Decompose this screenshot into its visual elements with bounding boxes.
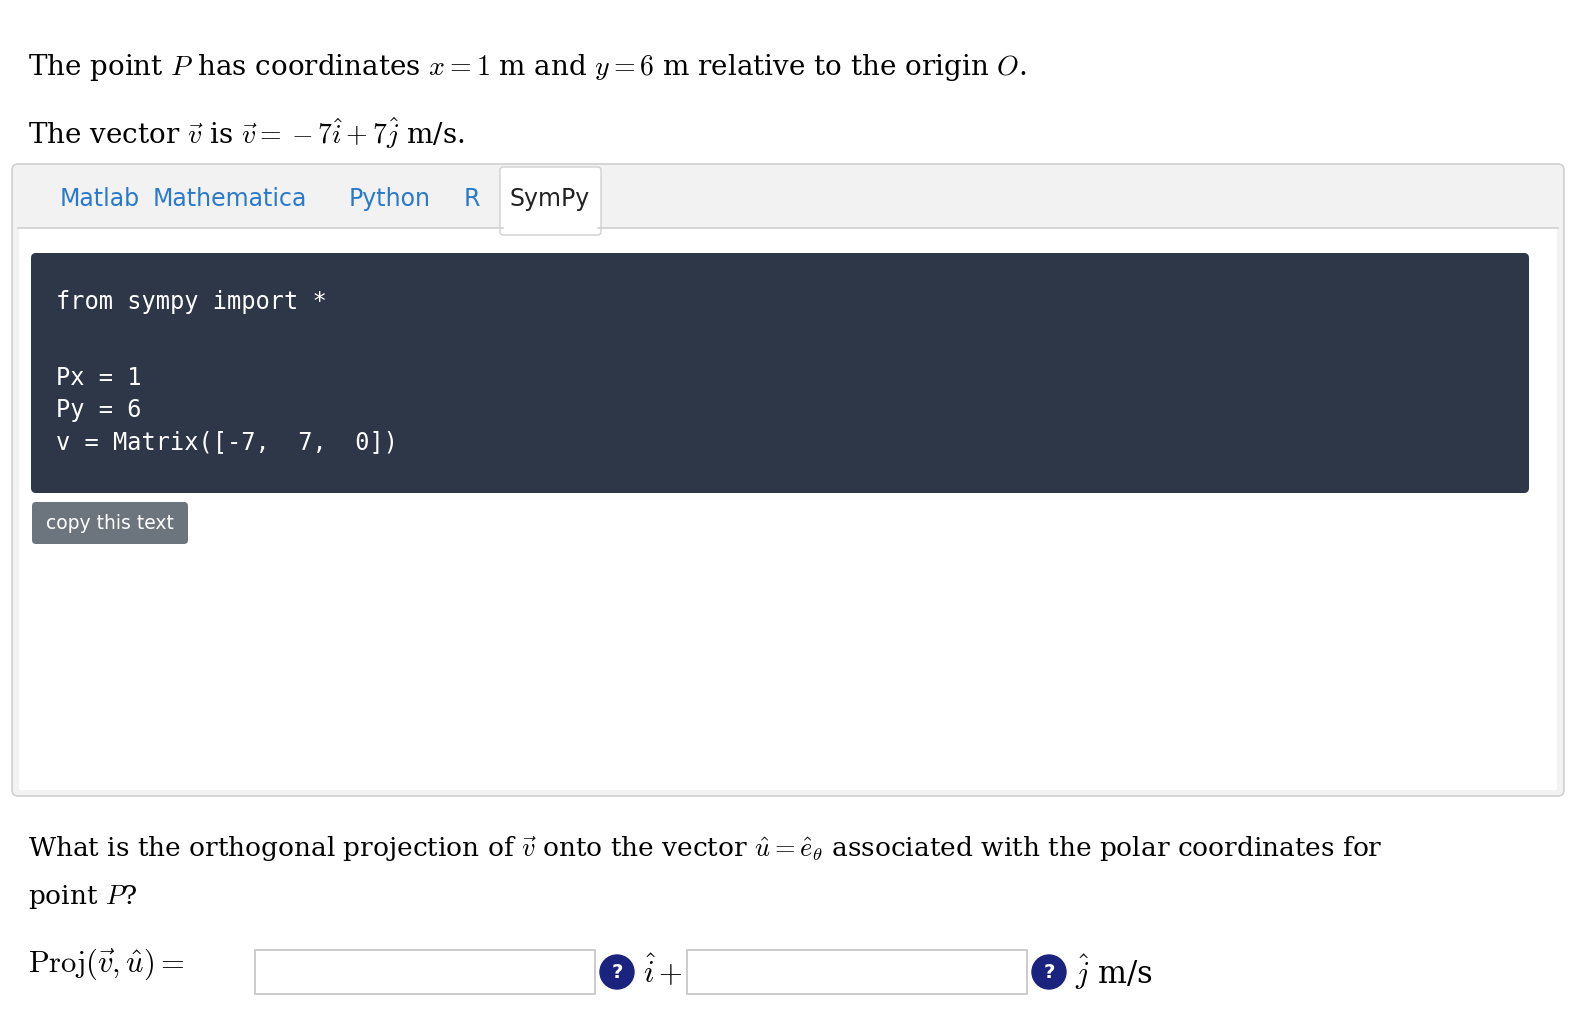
Text: Py = 6: Py = 6 [57, 398, 142, 422]
Text: ?: ? [611, 963, 623, 981]
Bar [687, 950, 1028, 994]
FancyBboxPatch shape [500, 167, 600, 235]
Text: Matlab: Matlab [60, 187, 140, 211]
Text: What is the orthogonal projection of $\vec{v}$ onto the vector $\hat{u} = \hat{e: What is the orthogonal projection of $\v… [28, 835, 1382, 865]
FancyBboxPatch shape [32, 502, 188, 544]
Text: The vector $\vec{v}$ is $\vec{v} = -7\hat{i} + 7\hat{j}$ m/s.: The vector $\vec{v}$ is $\vec{v} = -7\ha… [28, 115, 465, 151]
Text: copy this text: copy this text [46, 513, 173, 532]
Bar [19, 170, 1557, 228]
Text: $\hat{j}$ m/s: $\hat{j}$ m/s [1075, 953, 1154, 991]
Text: Px = 1: Px = 1 [57, 366, 142, 390]
Bar [255, 950, 596, 994]
Text: point $P$?: point $P$? [28, 883, 137, 911]
Circle shape [1032, 955, 1065, 989]
FancyBboxPatch shape [13, 164, 1563, 796]
Text: SymPy: SymPy [511, 187, 589, 211]
FancyBboxPatch shape [32, 253, 1529, 493]
Text: v = Matrix([-7,  7,  0]): v = Matrix([-7, 7, 0]) [57, 430, 399, 454]
Text: $\hat{i}+$: $\hat{i}+$ [643, 954, 682, 990]
Text: from sympy import *: from sympy import * [57, 290, 326, 314]
Bar [19, 228, 1557, 790]
Text: R: R [463, 187, 481, 211]
Circle shape [600, 955, 634, 989]
Text: $\mathrm{Proj}(\vec{v}, \hat{u}) =$: $\mathrm{Proj}(\vec{v}, \hat{u}) =$ [28, 946, 184, 982]
Text: ?: ? [1043, 963, 1054, 981]
Text: The point $P$ has coordinates $x = 1$ m and $y = 6$ m relative to the origin $O$: The point $P$ has coordinates $x = 1$ m … [28, 52, 1026, 83]
Text: Mathematica: Mathematica [153, 187, 307, 211]
Text: Python: Python [348, 187, 430, 211]
